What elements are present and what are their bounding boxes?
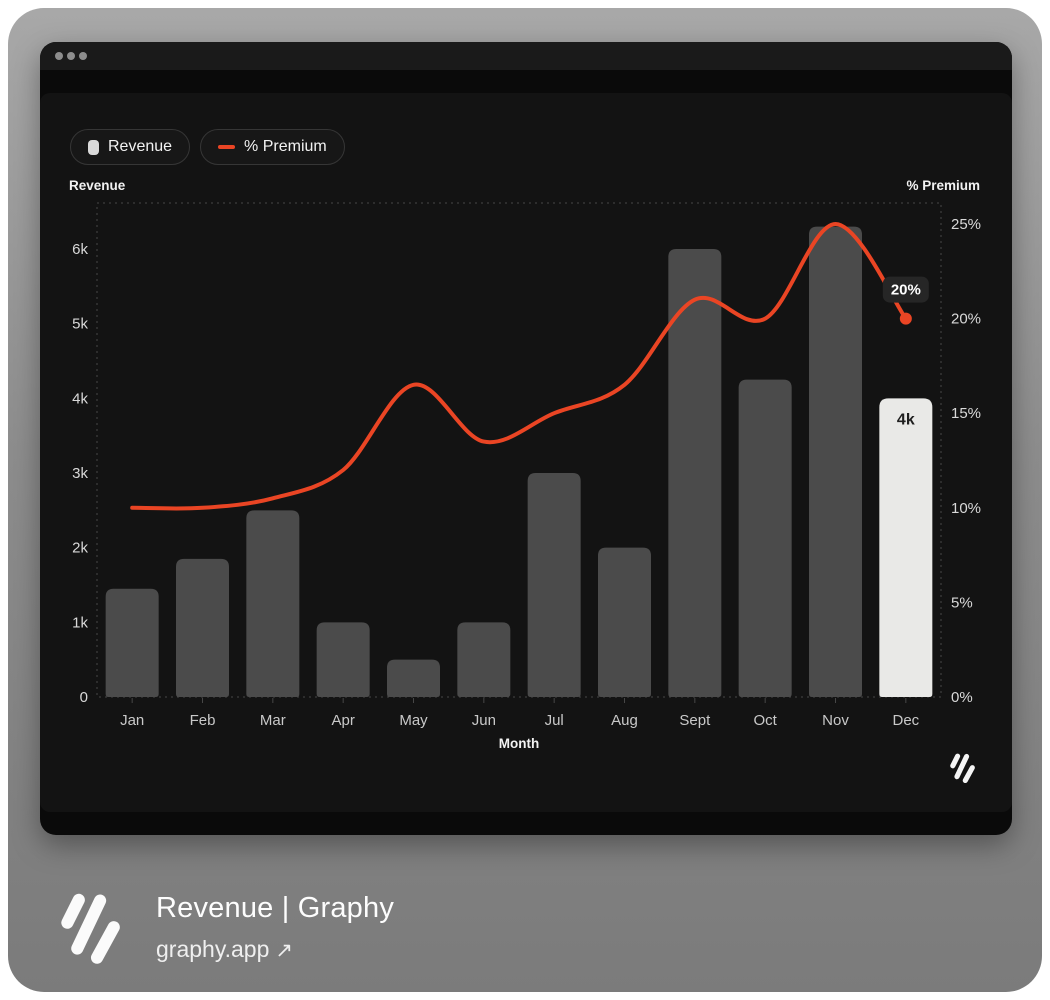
bar-jan[interactable] (105, 588, 159, 697)
x-tick-label: Apr (331, 712, 354, 729)
x-tick-label: Jul (545, 712, 564, 729)
device-frame: Revenue % Premium Revenue % Premium Mont… (8, 8, 1042, 992)
right-tick-label: 15% (951, 405, 981, 422)
window-control-dot[interactable] (67, 52, 75, 60)
x-tick-label: Oct (753, 712, 777, 729)
bar-jul[interactable] (527, 473, 581, 697)
site-link-text: graphy.app (156, 936, 270, 962)
x-tick-label: Nov (822, 712, 849, 729)
x-tick-label: Mar (260, 712, 286, 729)
graphy-logo-icon (61, 893, 120, 964)
legend-chip-revenue[interactable]: Revenue (70, 129, 191, 165)
bar-jun[interactable] (457, 622, 511, 697)
x-tick-label: May (399, 712, 428, 729)
graphy-logo-icon (950, 753, 975, 784)
bar-aug[interactable] (598, 547, 651, 697)
window-controls[interactable] (55, 52, 87, 60)
browser-window: Revenue % Premium Revenue % Premium Mont… (40, 42, 1012, 835)
footer: Revenue | Graphy graphy.app ↗ (8, 868, 1050, 1000)
chart-legend: Revenue % Premium (70, 129, 345, 165)
page-title: Revenue | Graphy (156, 892, 395, 924)
bar-value-label: 4k (897, 411, 915, 428)
legend-label: Revenue (108, 138, 173, 155)
left-tick-label: 2k (72, 540, 88, 557)
legend-label: % Premium (244, 138, 327, 155)
external-link-arrow-icon: ↗ (275, 939, 293, 962)
right-axis-title: % Premium (906, 178, 980, 193)
right-tick-label: 25% (951, 216, 981, 233)
bar-nov[interactable] (809, 226, 862, 697)
value-tooltip-text: 20% (891, 282, 921, 299)
left-axis-title: Revenue (69, 178, 126, 193)
chart-plot: Jan Feb Mar Apr May Jun Jul Aug Sept Oct Nov 4k Dec 0… (72, 202, 981, 729)
left-tick-label: 5k (72, 316, 88, 333)
bar-apr[interactable] (316, 622, 370, 697)
value-tooltip (882, 276, 929, 303)
bar-swatch-icon (88, 139, 99, 155)
bar-dec[interactable] (879, 398, 933, 697)
premium-line[interactable] (130, 221, 908, 511)
right-tick-label: 0% (951, 689, 973, 706)
window-control-dot[interactable] (79, 52, 87, 60)
x-axis-title: Month (498, 736, 540, 751)
left-tick-label: 0 (80, 689, 88, 706)
left-tick-label: 4k (72, 390, 88, 407)
window-control-dot[interactable] (55, 52, 63, 60)
legend-chip-premium[interactable]: % Premium (200, 129, 345, 165)
x-tick-label: Sept (679, 712, 711, 729)
bar-sept[interactable] (668, 249, 722, 697)
left-tick-label: 3k (72, 465, 88, 482)
bar-may[interactable] (387, 659, 440, 697)
left-tick-label: 1k (72, 614, 88, 631)
x-tick-label: Dec (892, 712, 919, 729)
x-tick-label: Jan (120, 712, 144, 729)
bar-oct[interactable] (738, 379, 792, 697)
line-swatch-icon (218, 145, 236, 149)
x-tick-label: Feb (190, 712, 216, 729)
bar-feb[interactable] (176, 558, 229, 697)
plot-border (96, 202, 942, 698)
x-tick-label: Jun (472, 712, 496, 729)
bar-mar[interactable] (246, 510, 300, 697)
premium-line-endpoint[interactable] (899, 312, 912, 325)
site-link[interactable]: graphy.app ↗ (156, 936, 293, 963)
left-tick-label: 6k (72, 241, 88, 258)
right-tick-label: 10% (951, 500, 981, 517)
x-tick-label: Aug (611, 712, 638, 729)
right-tick-label: 5% (951, 594, 973, 611)
window-titlebar (40, 42, 1012, 70)
right-tick-label: 20% (951, 311, 981, 328)
